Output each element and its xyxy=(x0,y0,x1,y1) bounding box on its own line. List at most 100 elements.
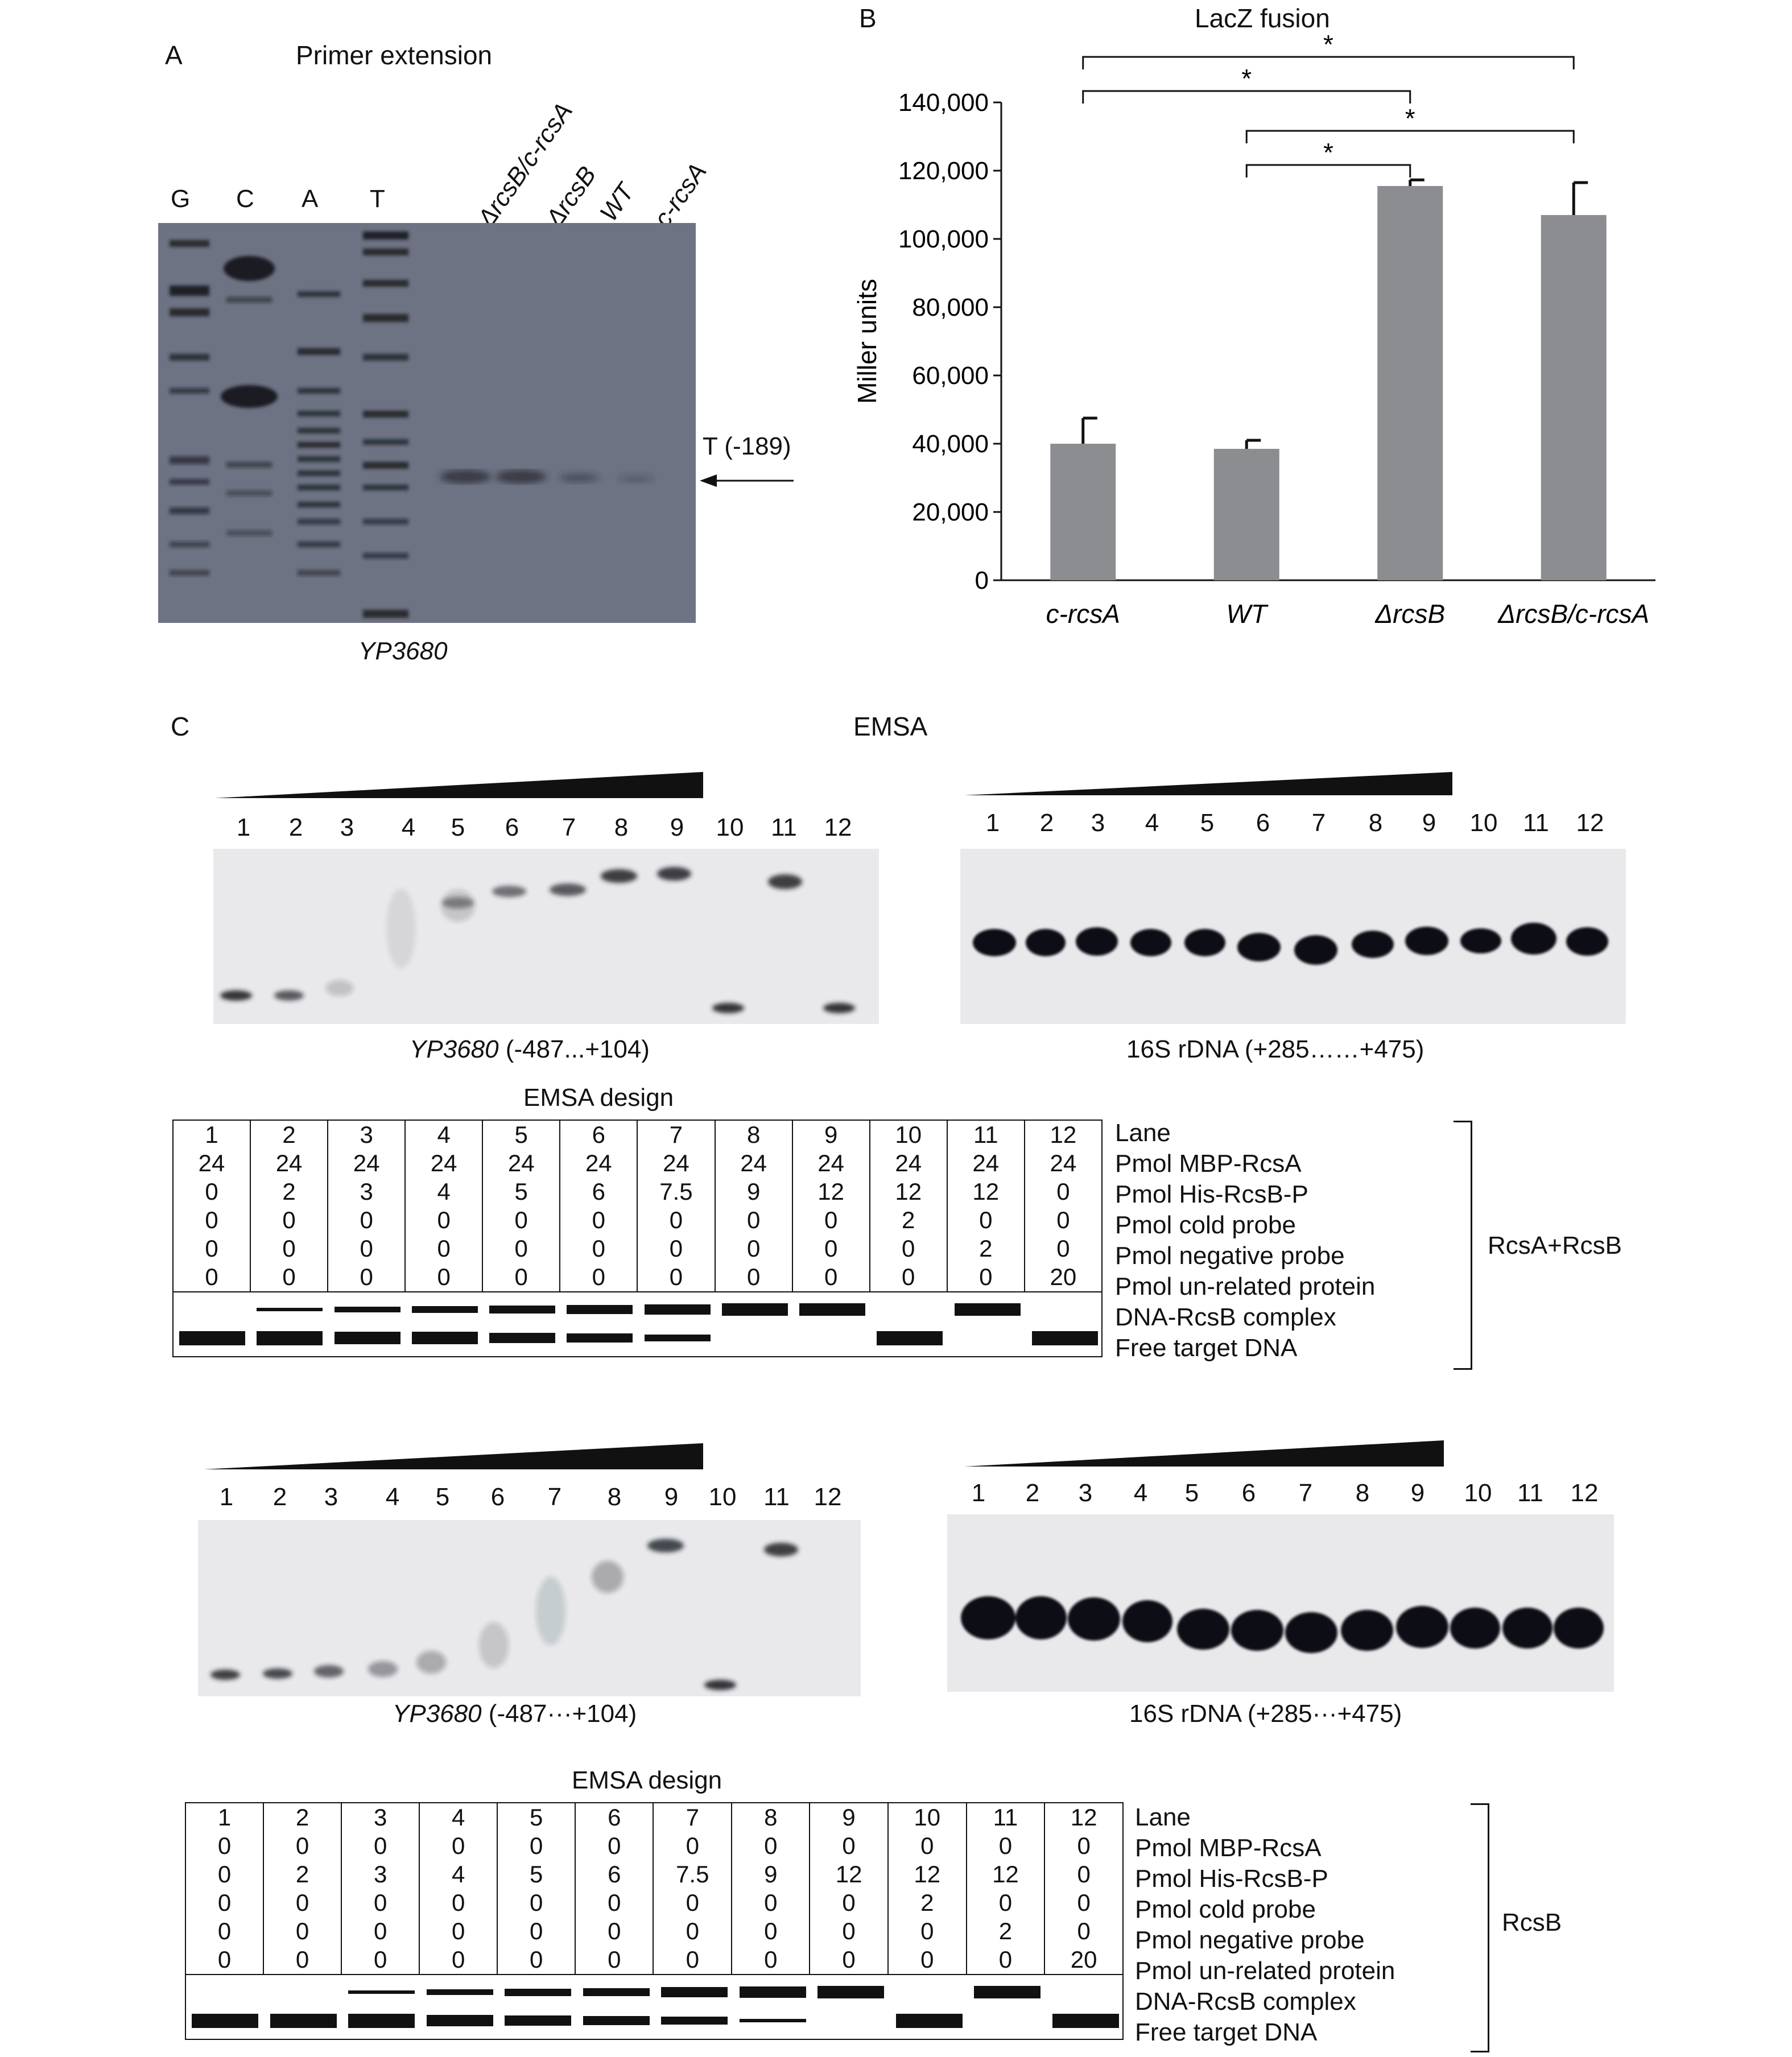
design-cell: 0 xyxy=(965,1832,1046,1860)
design-cell: 20 xyxy=(1044,1946,1124,1975)
seq-lane-t: T xyxy=(370,185,385,213)
design2-title: EMSA design xyxy=(572,1766,722,1794)
design-cell: 0 xyxy=(341,1889,420,1917)
design-cell: 0 xyxy=(482,1206,561,1234)
design-cell: 7.5 xyxy=(653,1860,733,1889)
lane-number: 1 xyxy=(985,809,1000,837)
design-cell: 24 xyxy=(559,1149,638,1178)
design-cell: 9 xyxy=(809,1802,889,1832)
design-cell: 0 xyxy=(653,1832,733,1860)
design-cell: 0 xyxy=(341,1917,420,1946)
design-cell: 2 xyxy=(250,1120,329,1149)
design-row: 1 2 3 4 5 6 7 8 9 10 11 12 xyxy=(172,1120,1103,1149)
complex-band xyxy=(348,1990,415,1994)
design-cell: 2 xyxy=(965,1917,1046,1946)
design-cell: 10 xyxy=(887,1802,967,1832)
design1-complex-label: DNA-RcsB complex xyxy=(1115,1303,1336,1331)
design-cell: 24 xyxy=(482,1149,561,1178)
design1-row-label: Pmol negative probe xyxy=(1115,1242,1345,1270)
design-cell: 10 xyxy=(869,1120,948,1149)
category-label: ΔrcsB xyxy=(1374,599,1445,629)
design-cell: 5 xyxy=(482,1178,561,1206)
design-cell: 0 xyxy=(809,1917,889,1946)
primer-extension-gel-bands xyxy=(170,232,653,618)
bar xyxy=(1377,186,1443,580)
design1-group-label: RcsA+RcsB xyxy=(1488,1232,1622,1259)
lane-number: 1 xyxy=(219,1483,234,1511)
design-cell: 9 xyxy=(731,1860,811,1889)
sample-lane-rcsb: ΔrcsB xyxy=(540,161,602,233)
design-cell: 6 xyxy=(575,1802,654,1832)
design-band-cell xyxy=(172,1291,1103,1357)
design-cell: 24 xyxy=(946,1149,1025,1178)
design2-row-label: Lane xyxy=(1135,1803,1191,1831)
design-cell: 0 xyxy=(887,1946,967,1975)
design1-free-label: Free target DNA xyxy=(1115,1334,1298,1362)
design-cell: 0 xyxy=(946,1263,1025,1292)
design-cell: 0 xyxy=(731,1946,811,1975)
bar xyxy=(1050,444,1116,580)
y-tick-label: 120,000 xyxy=(898,157,989,185)
design-cell: 4 xyxy=(419,1802,498,1832)
significance-star: * xyxy=(1323,34,1333,59)
design1-row-label: Pmol cold probe xyxy=(1115,1211,1296,1239)
design-cell: 0 xyxy=(791,1206,870,1234)
design-cell: 8 xyxy=(731,1802,811,1832)
gel3-caption: YP3680 (-487···+104) xyxy=(393,1700,637,1728)
complex-band xyxy=(426,1989,493,1996)
design-cell: 0 xyxy=(482,1234,561,1263)
design-cell: 0 xyxy=(1023,1178,1103,1206)
design-cell: 2 xyxy=(263,1860,342,1889)
design2-complex-label: DNA-RcsB complex xyxy=(1135,1988,1356,2015)
design1-title: EMSA design xyxy=(523,1084,674,1112)
lane-number: 4 xyxy=(401,813,416,841)
lane-number: 5 xyxy=(435,1483,450,1511)
free-band xyxy=(411,1332,478,1344)
design1-row-label: Pmol His-RcsB-P xyxy=(1115,1180,1308,1208)
complex-band xyxy=(799,1303,866,1316)
design-band-row xyxy=(172,1291,1103,1357)
gel2-caption: 16S rDNA (+285……+475) xyxy=(1126,1035,1424,1063)
design-cell: 0 xyxy=(172,1263,251,1292)
significance-bracket xyxy=(1082,56,1575,69)
emsa-gel-4 xyxy=(947,1514,1614,1692)
emsa-gel-2 xyxy=(960,849,1626,1024)
complex-band xyxy=(817,1986,885,1998)
arrow-left-icon xyxy=(700,474,794,487)
complex-band xyxy=(739,1986,806,1998)
free-band xyxy=(1031,1331,1098,1345)
design-cell: 0 xyxy=(172,1206,251,1234)
design-cell: 0 xyxy=(419,1889,498,1917)
emsa-gel-3 xyxy=(198,1520,861,1696)
design-band-row xyxy=(185,1974,1124,2040)
design-cell: 12 xyxy=(946,1178,1025,1206)
design-row: 0 0 0 0 0 0 0 0 0 0 0 20 xyxy=(184,1946,1124,1975)
lane-number: 1 xyxy=(971,1479,986,1507)
free-band xyxy=(192,2013,259,2028)
lane-number: 5 xyxy=(1184,1479,1199,1507)
design-cell: 0 xyxy=(184,1946,265,1975)
design1-row-label: Pmol un-related protein xyxy=(1115,1273,1376,1300)
concentration-wedge-4 xyxy=(964,1440,1444,1467)
design-cell: 7.5 xyxy=(637,1178,716,1206)
significance-bracket xyxy=(1245,164,1411,177)
design-cell: 0 xyxy=(497,1889,576,1917)
design-cell: 0 xyxy=(575,1946,654,1975)
bar xyxy=(1213,449,1279,580)
design-cell: 0 xyxy=(1044,1917,1124,1946)
design-cell: 24 xyxy=(172,1149,251,1178)
design-row: 0 0 0 0 0 0 0 0 0 0 0 20 xyxy=(172,1263,1103,1292)
significance-star: * xyxy=(1241,64,1252,93)
design1-bracket xyxy=(1454,1121,1472,1370)
design1-table: 1 2 3 4 5 6 7 8 9 10 11 12 24 24 24 24 24 24 24 24 24 24 24 24 0… xyxy=(172,1120,1103,1357)
significance-star: * xyxy=(1405,104,1415,133)
design2-group-label: RcsB xyxy=(1502,1909,1562,1936)
design-cell: 0 xyxy=(559,1234,638,1263)
arrow-label: T (-189) xyxy=(703,432,791,460)
design-band-cell xyxy=(185,1974,1124,2040)
complex-band xyxy=(334,1307,400,1312)
design-cell: 0 xyxy=(250,1234,329,1263)
